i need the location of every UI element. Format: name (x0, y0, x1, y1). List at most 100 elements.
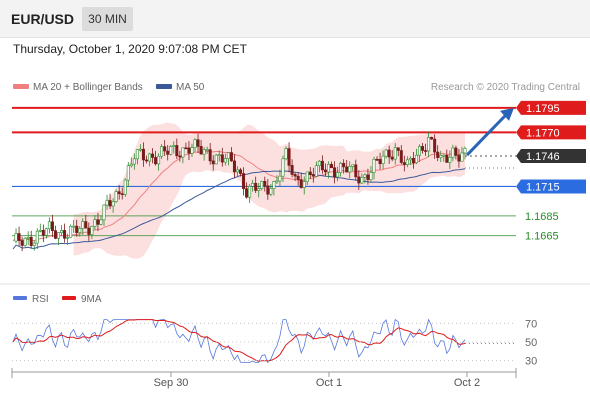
candle-body (311, 174, 315, 177)
candle-body (232, 160, 236, 173)
ma20-legend-swatch (13, 84, 29, 89)
candle-body (60, 230, 64, 233)
candle-body (205, 149, 209, 151)
candle-body (323, 169, 327, 173)
candle-body (330, 164, 334, 169)
candle-body (93, 219, 97, 227)
candle-body (102, 204, 106, 221)
candle-body (284, 148, 288, 160)
candle-body (342, 162, 346, 168)
candle-body (99, 219, 103, 225)
candle-body (402, 162, 406, 165)
candle-body (66, 237, 70, 239)
level-label-1.1715: 1.1715 (526, 181, 560, 193)
candle-body (90, 226, 94, 235)
candle-body (263, 181, 267, 187)
level-label-1.1685: 1.1685 (525, 211, 559, 223)
candle-body (151, 153, 155, 158)
candle-body (299, 179, 303, 188)
candle-body (202, 149, 206, 155)
rsi-axis: 70 50 30 (12, 318, 537, 368)
candle-body (217, 154, 221, 157)
candle-body (172, 145, 176, 147)
candle-body (38, 229, 42, 232)
candle-body (148, 153, 152, 162)
candle-body (26, 237, 30, 239)
candle-body (266, 185, 270, 195)
candle-body (408, 157, 412, 161)
rsi-tick-30: 30 (525, 356, 537, 368)
bollinger-band-fill (73, 122, 465, 259)
candle-body (381, 155, 385, 164)
price-levels (12, 106, 516, 237)
candle-body (305, 171, 309, 182)
candle-body (436, 151, 440, 158)
candle-body (47, 221, 51, 230)
rsi-lines (12, 318, 516, 364)
level-label-1.1746: 1.1746 (526, 151, 560, 163)
forecast-arrow-head (500, 107, 514, 121)
candle-body (72, 225, 76, 228)
candle-body (96, 219, 100, 225)
candle-body (454, 147, 458, 156)
candle-body (208, 149, 212, 162)
candle-body (53, 230, 57, 239)
candle-body (123, 179, 127, 195)
candle-body (44, 228, 48, 236)
candle-body (144, 159, 148, 162)
candle-body (314, 165, 318, 177)
candle-body (351, 164, 355, 167)
candle-body (181, 147, 185, 158)
candle-body (120, 193, 124, 195)
candle-body (166, 150, 170, 155)
timeframe-badge[interactable]: 30 MIN (82, 7, 133, 31)
candle-body (308, 171, 312, 175)
candle-body (229, 152, 233, 162)
candle-body (105, 200, 109, 206)
candle-body (448, 156, 452, 163)
level-tag-1.1770 (516, 125, 586, 140)
candle-body (81, 221, 85, 229)
candle-body (366, 174, 370, 180)
research-credit: Research © 2020 Trading Central (431, 82, 580, 93)
candle-body (220, 154, 224, 163)
candle-body (260, 181, 264, 189)
candle-body (211, 160, 215, 165)
candle-body (363, 174, 367, 178)
candle-body (184, 147, 188, 150)
candle-body (390, 156, 394, 160)
candle-body (421, 146, 425, 151)
candle-body (154, 157, 158, 165)
candle-body (196, 139, 200, 147)
candle-body (411, 157, 415, 164)
time-tick-label: Sep 30 (154, 377, 189, 389)
time-axis: Sep 30 Oct 1 Oct 2 (11, 368, 517, 389)
rsi-tick-50: 50 (525, 337, 537, 349)
candle-body (193, 139, 197, 149)
candle-body (336, 172, 340, 178)
candle-body (333, 167, 337, 178)
candle-body (457, 155, 461, 162)
candle-body (17, 233, 21, 241)
candle-body (287, 148, 291, 166)
level-labels: 1.1795 1.1770 1.1746 1.1715 1.1685 1.1665 (516, 100, 586, 243)
level-label-1.1770: 1.1770 (526, 127, 560, 139)
ma50-legend-swatch (156, 84, 172, 89)
candle-body (63, 230, 67, 239)
level-label-1.1795: 1.1795 (526, 103, 560, 115)
time-tick-label: Oct 2 (454, 377, 480, 389)
rsi-ma-line (12, 319, 466, 362)
candle-body (317, 160, 321, 167)
candle-body (399, 150, 403, 163)
candle-body (163, 146, 167, 152)
candle-body (199, 146, 203, 155)
level-label-1.1665: 1.1665 (525, 231, 559, 243)
candle-body (57, 232, 61, 239)
candle-body (375, 158, 379, 161)
candle-body (290, 165, 294, 175)
candle-body (23, 238, 27, 246)
candle-body (348, 166, 352, 173)
rsi-tick-70: 70 (525, 318, 537, 330)
candle-body (248, 186, 252, 198)
